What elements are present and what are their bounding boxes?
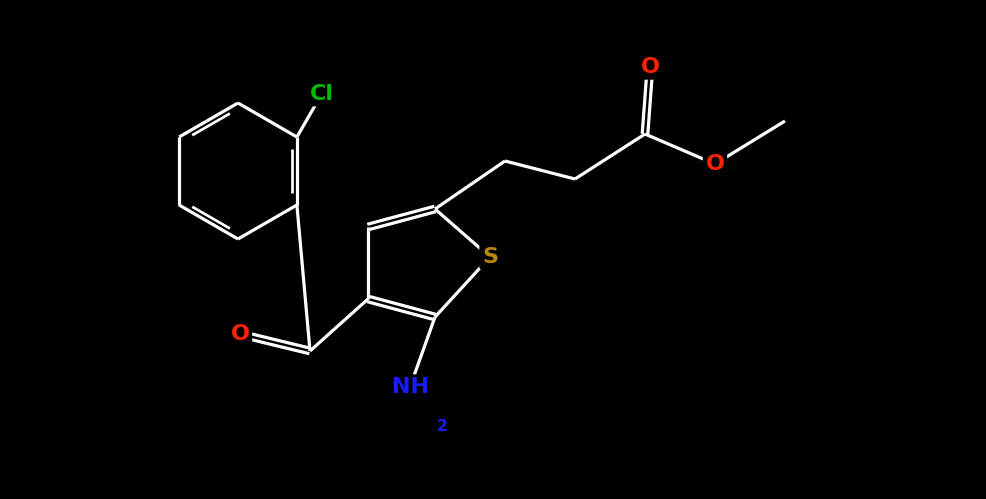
Text: O: O	[641, 57, 660, 77]
Text: Cl: Cl	[310, 84, 334, 104]
Text: 2: 2	[437, 419, 448, 434]
Text: O: O	[231, 324, 249, 344]
Text: O: O	[706, 154, 725, 174]
Text: S: S	[482, 247, 498, 267]
Text: NH: NH	[391, 377, 429, 397]
